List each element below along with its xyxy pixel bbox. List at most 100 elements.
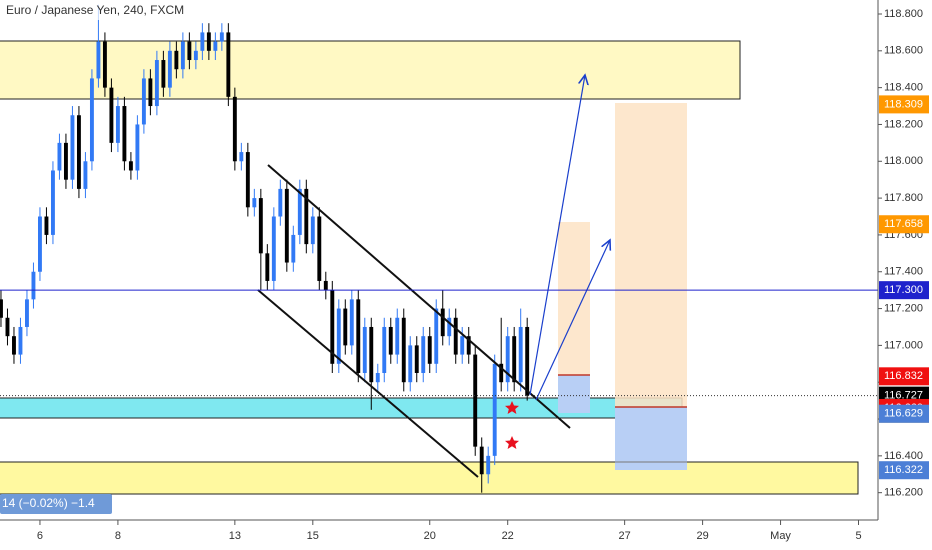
candle-body xyxy=(479,446,484,475)
price-label-bg xyxy=(879,215,929,234)
price-label-bg xyxy=(879,404,929,423)
price-label: 116.322 xyxy=(884,464,923,476)
candle-body xyxy=(505,336,510,383)
y-tick-label: 118.600 xyxy=(884,45,923,57)
star xyxy=(505,436,519,449)
candle-body xyxy=(193,50,198,61)
candle-body xyxy=(239,152,244,162)
demand-zone xyxy=(0,461,859,495)
candle-body xyxy=(356,299,361,373)
y-tick-label: 118.800 xyxy=(884,8,923,20)
candle-body xyxy=(512,336,517,383)
y-tick-label: 117.400 xyxy=(884,266,923,278)
candle-body xyxy=(141,78,146,125)
price-label-bg xyxy=(879,367,929,386)
candle-body xyxy=(5,317,10,337)
x-tick-label: 20 xyxy=(424,530,436,542)
candle-body xyxy=(304,188,309,245)
target-box xyxy=(615,103,687,407)
price-label-bg xyxy=(879,461,929,480)
x-tick-label: 6 xyxy=(37,530,43,542)
candle-body xyxy=(31,271,36,300)
chart-title: Euro / Japanese Yen, 240, FXCM xyxy=(6,3,184,17)
x-tick-label: May xyxy=(770,530,791,542)
candle-body xyxy=(414,345,419,373)
candle-body xyxy=(408,345,413,383)
x-tick-label: 8 xyxy=(115,530,121,542)
y-tick-label: 118.200 xyxy=(884,118,923,130)
channel-line xyxy=(257,289,479,478)
candle-body xyxy=(122,106,127,162)
candle-body xyxy=(330,290,335,364)
candle-body xyxy=(89,78,94,162)
candle-body xyxy=(96,41,101,79)
price-label: 116.832 xyxy=(884,370,923,382)
x-tick-label: 22 xyxy=(502,530,514,542)
candle-body xyxy=(401,317,406,383)
candle-body xyxy=(128,161,133,171)
price-axis xyxy=(878,0,932,550)
x-tick-label: 27 xyxy=(619,530,631,542)
candle-body xyxy=(232,96,237,162)
title-bg xyxy=(0,0,150,20)
candle-body xyxy=(167,50,172,88)
candle-body xyxy=(447,317,452,337)
candle-body xyxy=(369,326,374,383)
price-label: 116.727 xyxy=(884,390,923,402)
candle-body xyxy=(375,372,380,383)
candle-body xyxy=(180,41,185,70)
candle-body xyxy=(187,41,192,61)
candle-body xyxy=(148,78,153,107)
candle-body xyxy=(466,336,471,355)
candle-body xyxy=(50,170,55,235)
y-tick-label: 118.400 xyxy=(884,82,923,94)
candle-body xyxy=(38,216,42,272)
candle-body xyxy=(245,152,250,208)
price-label-bg xyxy=(879,281,929,300)
candle-body xyxy=(284,188,289,263)
candle-body xyxy=(25,299,29,327)
candle-body xyxy=(226,32,231,97)
candle-body xyxy=(323,280,328,291)
candle-body xyxy=(388,326,393,355)
candle-body xyxy=(499,363,504,383)
candle-body xyxy=(200,32,205,51)
candle-body xyxy=(44,216,49,235)
price-label-bg xyxy=(879,95,929,114)
candle-body xyxy=(0,299,3,318)
candle-body xyxy=(460,336,465,355)
candle-body xyxy=(206,32,211,51)
y-tick-label: 116.200 xyxy=(884,487,923,499)
candle-body xyxy=(258,198,263,254)
candle-body xyxy=(115,106,120,143)
candle-body xyxy=(63,142,68,180)
candle-body xyxy=(135,124,140,171)
candle-body xyxy=(473,354,478,447)
candle-body xyxy=(213,41,218,51)
supply-zone xyxy=(0,40,741,100)
candle-body xyxy=(349,299,354,346)
candle-body xyxy=(70,115,75,180)
stop-box xyxy=(615,407,687,470)
channel-line xyxy=(267,164,571,429)
y-tick-label: 117.200 xyxy=(884,302,923,314)
y-tick-label: 117.800 xyxy=(884,192,923,204)
candle-body xyxy=(219,32,224,42)
x-tick-label: 29 xyxy=(696,530,708,542)
candle-body xyxy=(486,455,491,475)
candle-body xyxy=(297,188,302,235)
candle-body xyxy=(362,326,367,373)
candle-body xyxy=(343,308,348,346)
candle-body xyxy=(421,336,426,373)
y-tick-label: 117.000 xyxy=(884,339,923,351)
candle-body xyxy=(317,216,322,281)
candle-body xyxy=(102,41,107,88)
x-tick-label: 13 xyxy=(229,530,241,542)
y-tick-label: 118.000 xyxy=(884,155,923,167)
projection-arrow xyxy=(535,240,610,401)
candle-body xyxy=(310,216,315,245)
target-box xyxy=(558,222,590,375)
candle-body xyxy=(271,216,276,281)
